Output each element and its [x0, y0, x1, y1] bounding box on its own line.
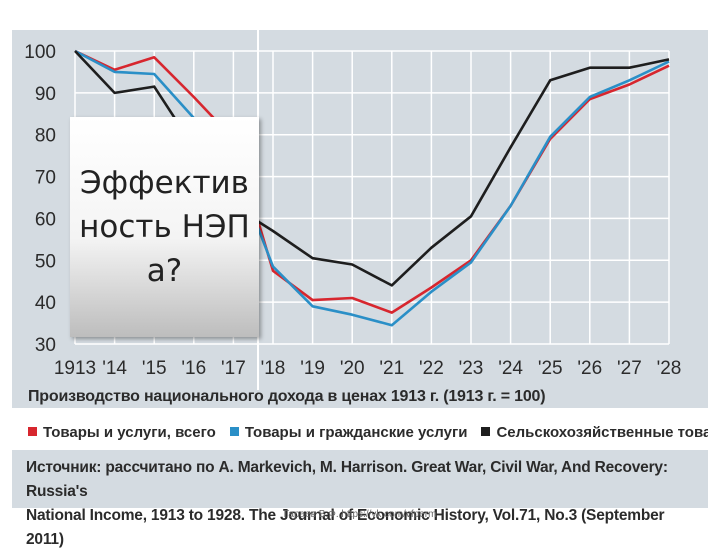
legend-item-3: Сельскохозяйственные товары: [481, 424, 708, 441]
legend: Товары и услуги, всего Товары и гражданск…: [12, 414, 708, 452]
legend-item-2: Товары и гражданские услуги: [229, 424, 468, 441]
y-tick-label: 100: [24, 42, 56, 63]
legend-swatch: [28, 427, 37, 436]
x-tick-label: '17: [221, 358, 246, 379]
y-axis-ticks: 100 90 80 70 60 50 40 30: [24, 42, 56, 356]
y-tick-label: 80: [35, 126, 56, 147]
y-tick-label: 30: [35, 335, 56, 356]
x-tick-label: '25: [538, 358, 563, 379]
legend-label: Сельскохозяйственные товары: [496, 424, 708, 441]
legend-swatch: [229, 427, 239, 436]
source-text: Источник: рассчитано по A. Markevich, M.…: [26, 456, 702, 552]
x-axis-ticks: 1913 '14 '15 '16 '17 '18 '19 '20 '21 '22 '23 '24 '25…: [54, 358, 682, 379]
series-line-2: [74, 49, 670, 327]
x-tick-label: '19: [300, 358, 325, 379]
legend-label: Товары и услуги, всего: [43, 424, 216, 441]
x-tick-label: '23: [459, 358, 484, 379]
x-tick-label: '28: [657, 358, 682, 379]
overlay-title-box: Эффективность НЭПа?: [70, 117, 259, 337]
y-tick-label: 70: [35, 168, 56, 189]
x-tick-label: '18: [261, 358, 286, 379]
x-tick-label: '15: [142, 358, 167, 379]
x-tick-label: '26: [577, 358, 602, 379]
legend-label: Товары и гражданские услуги: [244, 424, 468, 441]
x-tick-label: '20: [340, 358, 365, 379]
x-tick-label: '24: [498, 358, 523, 379]
x-tick-label: '27: [617, 358, 642, 379]
series-lines: [74, 49, 670, 327]
x-tick-label: '21: [379, 358, 404, 379]
x-tick-label: '22: [419, 358, 444, 379]
legend-row: Товары и услуги, всего Товары и гражданск…: [28, 424, 708, 441]
series-line-1: [74, 49, 670, 314]
y-tick-label: 60: [35, 209, 56, 230]
overlay-title: Эффективность НЭПа?: [79, 165, 250, 289]
legend-item-1: Товары и услуги, всего: [28, 424, 216, 441]
legend-swatch: [481, 427, 491, 436]
x-tick-label: '16: [181, 358, 206, 379]
y-tick-label: 90: [35, 84, 56, 105]
x-tick-label: '14: [102, 358, 127, 379]
credit-text: Гараев В.Ф. https://vk.com/vfperm: [283, 509, 437, 520]
series-line-3: [74, 50, 670, 287]
source-line-1: Источник: рассчитано по A. Markevich, M.…: [26, 459, 668, 500]
y-tick-label: 40: [35, 293, 56, 314]
source-panel: Источник: рассчитано по A. Markevich, M.…: [12, 450, 708, 548]
y-tick-label: 50: [35, 251, 56, 272]
chart-caption: Производство национального дохода в цена…: [28, 388, 546, 405]
x-tick-label: 1913: [54, 358, 96, 379]
